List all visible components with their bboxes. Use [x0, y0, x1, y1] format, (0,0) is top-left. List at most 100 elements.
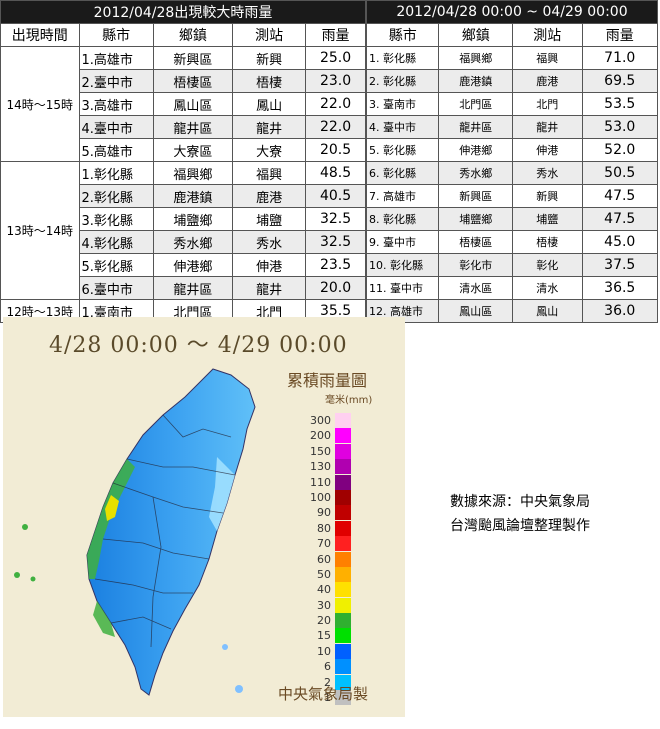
town-cell: 大寮區	[152, 138, 234, 162]
table-row: 11. 臺中市 清水區 清水 36.5	[365, 276, 659, 300]
table-row: 9. 臺中市 梧棲區 梧棲 45.0	[365, 230, 659, 254]
legend-label: 15	[317, 629, 331, 643]
rain-cell: 47.5	[581, 207, 659, 231]
station-cell: 秀水	[512, 161, 583, 185]
town-cell: 龍井區	[152, 115, 234, 139]
town-cell: 秀水鄉	[152, 230, 234, 254]
legend-label: 300	[310, 414, 331, 427]
station-cell: 梧棲	[512, 230, 583, 254]
town-cell: 清水區	[438, 276, 513, 300]
county-cell: 5.高雄市	[78, 138, 154, 162]
table-row: 1. 彰化縣 福興鄉 福興 71.0	[365, 46, 659, 70]
legend-unit: 毫米(mm)	[325, 395, 373, 406]
county-cell: 2.臺中市	[78, 69, 154, 93]
east-light-rain	[209, 457, 235, 531]
legend-label: 30	[317, 598, 331, 612]
legend-label: 200	[310, 429, 331, 443]
column-header: 鄉鎮	[152, 23, 234, 47]
county-cell: 2. 彰化縣	[365, 69, 440, 93]
county-cell: 1.高雄市	[78, 46, 154, 70]
taiwan-map	[14, 368, 256, 696]
table-row: 5.高雄市 大寮區 大寮 20.5	[1, 138, 366, 162]
legend-label: 50	[317, 567, 331, 581]
map-credit: 中央氣象局製	[278, 685, 369, 703]
town-cell: 福興鄉	[152, 161, 234, 185]
rain-cell: 53.5	[581, 92, 659, 116]
legend-swatch	[335, 536, 351, 552]
legend-label: 40	[317, 583, 331, 597]
legend-swatch	[335, 566, 351, 582]
orchid-island	[235, 685, 243, 693]
legend-label: 150	[310, 444, 331, 458]
rain-cell: 23.5	[305, 253, 366, 277]
column-header: 出現時間	[0, 23, 80, 47]
rain-cell: 45.0	[581, 230, 659, 254]
daily-table-title: 2012/04/28 00:00 ~ 04/29 00:00	[366, 0, 658, 24]
green-island	[222, 644, 228, 650]
station-cell: 龍井	[512, 115, 583, 139]
county-cell: 6.臺中市	[78, 276, 154, 300]
town-cell: 埔鹽鄉	[152, 207, 234, 231]
county-cell: 4. 臺中市	[365, 115, 440, 139]
penghu-island	[14, 572, 20, 578]
county-cell: 11. 臺中市	[365, 276, 440, 300]
table-row: 2.彰化縣 鹿港鎮 鹿港 40.5	[1, 184, 366, 208]
legend-label: 10	[317, 644, 331, 658]
station-cell: 大寮	[232, 138, 307, 162]
rain-cell: 22.0	[305, 115, 366, 139]
county-cell: 8. 彰化縣	[365, 207, 440, 231]
station-cell: 鹿港	[232, 184, 307, 208]
county-cell: 1. 彰化縣	[365, 46, 440, 70]
rain-cell: 23.0	[305, 69, 366, 93]
peak-rain-spot	[105, 495, 119, 521]
table-row: 3. 臺南市 北門區 北門 53.5	[365, 92, 659, 116]
station-cell: 伸港	[512, 138, 583, 162]
legend-label: 6	[324, 660, 331, 674]
table-row: 3.高雄市 鳳山區 鳳山 22.0	[1, 92, 366, 116]
data-source: 數據來源：中央氣象局 台灣颱風論壇整理製作	[450, 490, 590, 538]
table-row: 3.彰化縣 埔鹽鄉 埔鹽 32.5	[1, 207, 366, 231]
legend-swatch	[335, 428, 351, 444]
rain-cell: 20.5	[305, 138, 366, 162]
station-cell: 北門	[512, 92, 583, 116]
source-line: 數據來源：中央氣象局	[450, 494, 590, 510]
county-cell: 3.高雄市	[78, 92, 154, 116]
penghu-island	[30, 576, 36, 582]
town-cell: 龍井區	[438, 115, 513, 139]
station-cell: 清水	[512, 276, 583, 300]
heavy-rain-band	[87, 459, 135, 579]
station-cell: 埔鹽	[232, 207, 307, 231]
town-cell: 新興區	[438, 184, 513, 208]
station-cell: 梧棲	[232, 69, 307, 93]
town-cell: 鹿港鎮	[152, 184, 234, 208]
credit-line: 台灣颱風論壇整理製作	[450, 518, 590, 534]
rain-cell: 36.5	[581, 276, 659, 300]
legend-swatch	[335, 489, 351, 505]
station-cell: 埔鹽	[512, 207, 583, 231]
town-cell: 鹿港鎮	[438, 69, 513, 93]
legend-swatch	[335, 505, 351, 521]
legend-swatch	[335, 613, 351, 629]
station-cell: 鹿港	[512, 69, 583, 93]
town-cell: 鳳山區	[152, 92, 234, 116]
town-cell: 梧棲區	[438, 230, 513, 254]
column-header: 雨量	[581, 23, 659, 47]
table-row: 4.彰化縣 秀水鄉 秀水 32.5	[1, 230, 366, 254]
rain-cell: 25.0	[305, 46, 366, 70]
station-cell: 龍井	[232, 115, 307, 139]
table-row: 6.臺中市 龍井區 龍井 20.0	[1, 276, 366, 300]
county-borders	[94, 414, 236, 648]
county-cell: 12. 高雄市	[365, 299, 440, 323]
table-row: 4. 臺中市 龍井區 龍井 53.0	[365, 115, 659, 139]
town-cell: 秀水鄉	[438, 161, 513, 185]
county-cell: 3.彰化縣	[78, 207, 154, 231]
rain-cell: 50.5	[581, 161, 659, 185]
rain-cell: 22.0	[305, 92, 366, 116]
rain-cell: 52.0	[581, 138, 659, 162]
rain-cell: 48.5	[305, 161, 366, 185]
legend-label: 20	[317, 614, 331, 628]
table-row: 7. 高雄市 新興區 新興 47.5	[365, 184, 659, 208]
table-row: 4.臺中市 龍井區 龍井 22.0	[1, 115, 366, 139]
legend-swatch	[335, 520, 351, 536]
legend-title: 累積雨量圖	[287, 371, 368, 390]
